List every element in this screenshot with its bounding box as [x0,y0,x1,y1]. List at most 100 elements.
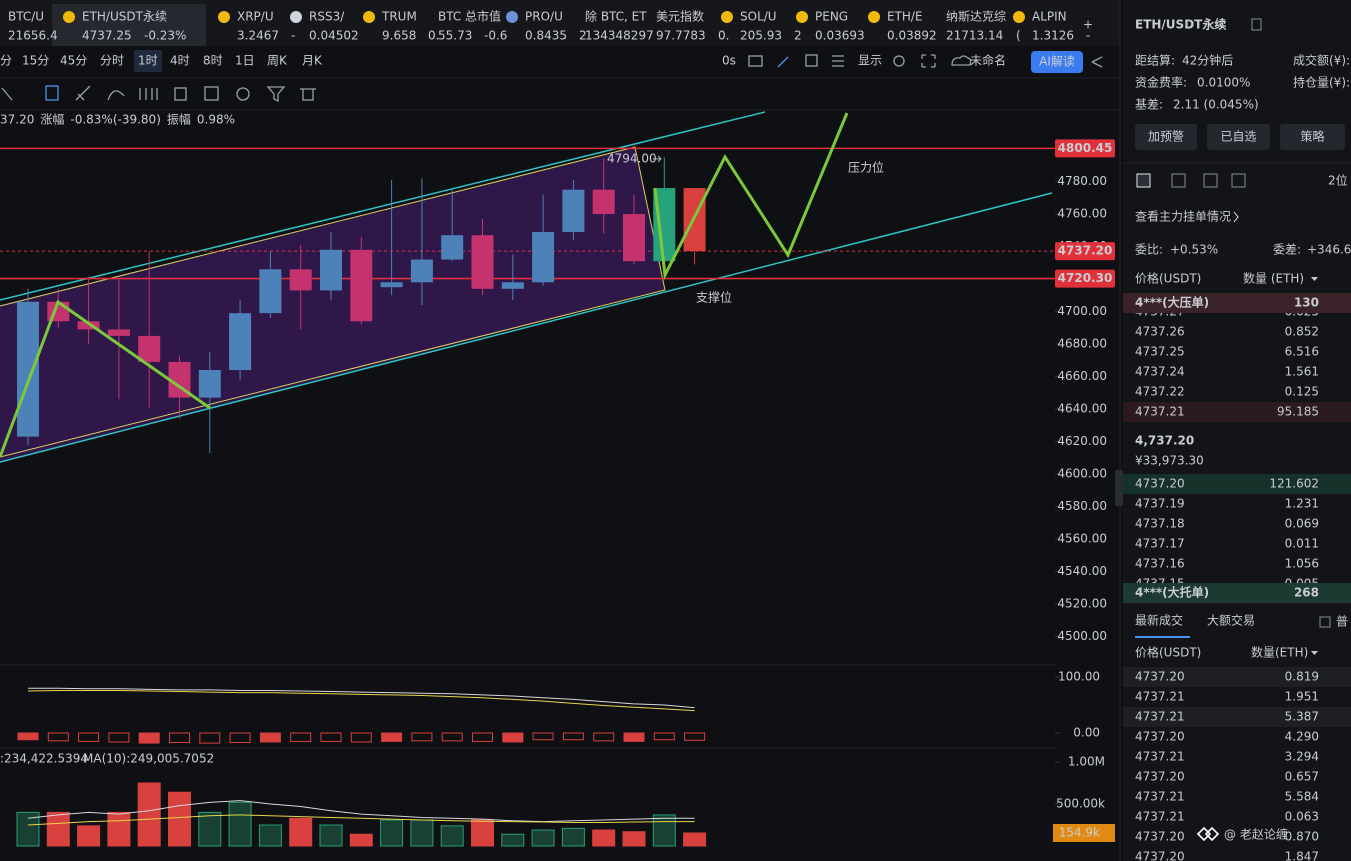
book-mode-icon[interactable] [1171,173,1186,188]
bid-qty: 121.602 [1269,477,1319,491]
tab-price[interactable]: 134348297 [585,29,654,43]
add-tab[interactable]: + [1083,18,1093,32]
info-amplitude: 0.98% [197,113,235,127]
candle-body [107,329,130,336]
tab-price[interactable]: 4737.25 [82,29,132,43]
channel-fill [0,147,665,462]
tab-price[interactable]: 97.7783 [656,29,706,43]
layout-name[interactable]: 未命名 [970,53,1006,68]
precision[interactable]: 2位 [1328,173,1348,188]
tab-name[interactable]: 除 BTC, ET [585,9,647,24]
checkbox[interactable] [1319,616,1331,628]
tab-price[interactable]: 3.2467 [237,29,279,43]
tab-name[interactable]: ETH/E [887,10,923,24]
panel-button-bg[interactable] [1207,124,1270,150]
tab-icon [1013,11,1025,23]
tab-change[interactable]: 0. [428,29,439,43]
candle-body [259,269,282,314]
tab-name[interactable]: ETH/USDT永续 [82,10,167,24]
timeframe[interactable]: 45分 [60,54,87,68]
tab-price[interactable]: 21713.14 [946,29,1003,43]
price-marker-label: 4720.30 [1058,271,1113,285]
trade-price: 4737.21 [1135,810,1185,824]
ai-button-bg[interactable] [1031,51,1083,73]
book-mode-icon[interactable] [1231,173,1246,188]
tab-price[interactable]: 55.73 [438,29,472,43]
main-orders-link[interactable]: 查看主力挂单情况 [1135,210,1231,224]
display-button[interactable]: 显示 [858,54,882,68]
timeframe[interactable]: 分时 [100,54,124,68]
timeframe[interactable]: 4时 [170,54,190,68]
tab-change[interactable]: 2 [579,29,587,43]
indicator-bar [532,732,554,741]
tab-change[interactable]: - [291,29,295,43]
tab-price[interactable]: 0.04502 [309,29,359,43]
timeframe[interactable]: 周K [267,54,288,68]
tab-name[interactable]: ALPIN [1032,10,1067,24]
tab-change[interactable]: -0.6 [484,29,507,43]
tab-name[interactable]: TRUM [381,10,417,24]
tab-name[interactable]: PENG [815,10,848,24]
trade-row-bg [1123,667,1351,687]
trade-qty: 5.387 [1285,710,1319,724]
settle-label: 距结算: [1135,53,1175,68]
funding-label: 资金费率: [1135,75,1187,90]
indicator-bar [138,732,160,744]
volume-label: :234,422.5394 [0,752,88,766]
tab-name[interactable]: BTC 总市值 [438,9,501,24]
tab-change[interactable]: ( [1016,29,1021,43]
tab-name[interactable]: BTC/U [8,10,44,24]
tab-price[interactable]: 21656.4 [8,29,58,43]
panel-button-bg[interactable] [1280,124,1345,150]
tab-name[interactable]: SOL/U [740,10,777,24]
trade-tab[interactable]: 最新成交 [1135,613,1183,628]
ratio-label: 委比: [1135,243,1163,257]
tab-price[interactable]: 1.3126 [1032,29,1074,43]
collapse-handle[interactable] [1115,470,1123,506]
timeframe[interactable]: 月K [302,54,323,68]
trade-price: 4737.20 [1135,670,1185,684]
tab-change[interactable]: - [1086,29,1090,43]
trade-tab[interactable]: 大额交易 [1207,613,1255,628]
ai-button[interactable]: AI解读 [1039,55,1075,69]
chart-tools[interactable] [748,54,1103,68]
copy-icon[interactable] [1251,18,1262,31]
trade-qty: 0.819 [1285,670,1319,684]
channel-upper [0,111,766,301]
timeframe[interactable]: 8时 [203,54,223,68]
timeframe[interactable]: 1时 [138,54,158,68]
tab-name[interactable]: RSS3/ [309,10,345,24]
indicator-bar [653,732,675,741]
timeframe[interactable]: 1日 [235,54,255,68]
price-marker-bg [1055,269,1115,288]
tab-name[interactable]: XRP/U [237,10,274,24]
tab-price[interactable]: 0.03892 [887,29,937,43]
panel-button-bg[interactable] [1135,124,1197,150]
big-bid-label: 4***(大托单) [1135,585,1209,600]
tab-name[interactable]: PRO/U [525,10,563,24]
volume-ma-line [27,814,695,826]
timeframe[interactable]: 分 [0,54,12,68]
tab-name[interactable]: 美元指数 [656,9,704,24]
tab-change[interactable]: -0.23% [144,29,186,43]
drawing-tools[interactable] [1,85,316,103]
tab-price[interactable]: 9.658 [382,29,416,43]
y-tick-label: 4560.00 [1057,531,1107,545]
settle: 42分钟后 [1182,53,1233,68]
tab-price[interactable]: 0.8435 [525,29,567,43]
panel-button[interactable]: 加预警 [1148,129,1184,144]
diff: +346.61 [1307,243,1351,257]
book-mode-icon[interactable] [1203,173,1218,188]
panel-button[interactable]: 已自选 [1220,130,1256,144]
tab-change[interactable]: 0. [718,29,729,43]
volume-bar [652,814,676,847]
book-mode-icon[interactable] [1136,173,1151,188]
timer[interactable]: 0s [722,54,736,68]
tab-price[interactable]: 0.03693 [815,29,865,43]
big-ask-qty: 130 [1294,296,1319,310]
tab-change[interactable]: 2 [794,29,802,43]
timeframe[interactable]: 15分 [22,54,49,68]
panel-button[interactable]: 策略 [1300,129,1324,144]
tab-name[interactable]: 纳斯达克综 [946,10,1006,24]
tab-price[interactable]: 205.93 [740,29,782,43]
